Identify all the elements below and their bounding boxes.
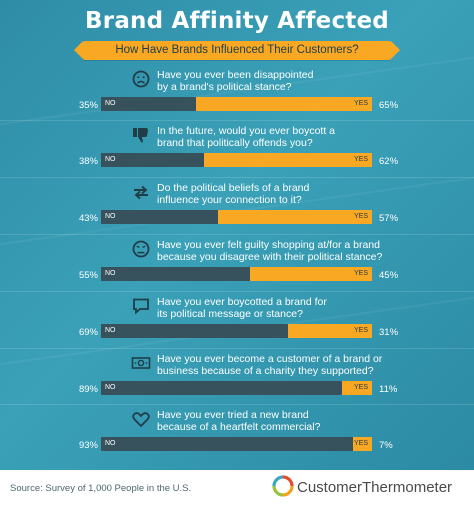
yes-bar: NO YES: [101, 324, 372, 338]
no-percent-label: 38%: [78, 156, 98, 167]
subtitle-banner: How Have Brands Influenced Their Custome…: [74, 41, 400, 60]
question-text: Have you ever become a customer of a bra…: [157, 353, 383, 377]
yes-label: YES: [353, 440, 368, 447]
yes-label: YES: [353, 100, 368, 107]
no-percent-label: 69%: [78, 327, 98, 338]
yes-label: YES: [353, 327, 368, 334]
question-row: In the future, would you ever boycott a …: [0, 120, 474, 179]
row-divider: [0, 234, 474, 235]
question-row: Do the political beliefs of a brand infl…: [0, 177, 474, 236]
question-text: Do the political beliefs of a brand infl…: [157, 182, 310, 206]
yes-label: YES: [353, 213, 368, 220]
question-row: Have you ever felt guilty shopping at/fo…: [0, 234, 474, 293]
question-text: Have you ever boycotted a brand for its …: [157, 296, 327, 320]
row-divider: [0, 177, 474, 178]
no-label: NO: [105, 270, 116, 277]
no-label: NO: [105, 384, 116, 391]
yes-label: YES: [353, 270, 368, 277]
yes-bar: NO YES: [101, 267, 372, 281]
chart-title: Brand Affinity Affected: [85, 8, 389, 34]
exchange-arrows-icon: [134, 185, 148, 200]
no-label: NO: [105, 440, 116, 447]
question-text: Have you ever been disappointed by a bra…: [157, 69, 314, 93]
no-percent-label: 55%: [78, 270, 98, 281]
yes-label: YES: [353, 384, 368, 391]
yes-bar: NO YES: [101, 153, 372, 167]
no-percent-label: 43%: [78, 213, 98, 224]
question-row: Have you ever been disappointed by a bra…: [0, 67, 474, 123]
no-bar: [101, 97, 196, 111]
yes-percent-label: 11%: [379, 384, 398, 395]
no-bar: [101, 267, 250, 281]
no-bar: [101, 437, 353, 451]
no-percent-label: 93%: [78, 440, 98, 451]
row-divider: [0, 404, 474, 405]
yes-percent-label: 62%: [379, 156, 399, 167]
thermometer-logo-icon: [272, 475, 294, 497]
chart-panel: Brand Affinity Affected How Have Brands …: [0, 0, 474, 470]
heart-icon: [132, 412, 150, 428]
question-row: Have you ever tried a new brand because …: [0, 404, 474, 463]
yes-percent-label: 65%: [379, 100, 399, 111]
row-divider: [0, 348, 474, 349]
yes-percent-label: 45%: [379, 270, 399, 281]
no-label: NO: [105, 156, 116, 163]
yes-percent-label: 57%: [379, 213, 399, 224]
source-note: Source: Survey of 1,000 People in the U.…: [10, 483, 192, 494]
question-row: Have you ever become a customer of a bra…: [0, 348, 474, 407]
question-row: Have you ever boycotted a brand for its …: [0, 291, 474, 350]
thumbs-down-icon: [133, 128, 148, 143]
yes-percent-label: 31%: [379, 327, 399, 338]
speech-bubble-icon: [133, 298, 149, 315]
no-bar: [101, 324, 288, 338]
yes-label: YES: [353, 156, 368, 163]
chart-subtitle: How Have Brands Influenced Their Custome…: [115, 44, 359, 56]
question-text: Have you ever tried a new brand because …: [157, 409, 321, 433]
no-label: NO: [105, 100, 116, 107]
yes-percent-label: 7%: [379, 440, 393, 451]
no-bar: [101, 210, 218, 224]
no-label: NO: [105, 213, 116, 220]
logo-wordmark: CustomerThermometer: [297, 479, 453, 496]
sad-face-icon: [132, 70, 150, 88]
question-text: In the future, would you ever boycott a …: [157, 125, 336, 149]
row-divider: [0, 120, 474, 121]
yes-bar: NO YES: [101, 381, 372, 395]
banner-tail-right: [391, 41, 400, 59]
yes-bar: NO YES: [101, 437, 372, 451]
no-bar: [101, 153, 204, 167]
brand-logo: CustomerThermometer: [272, 475, 470, 499]
money-icon: [131, 357, 151, 369]
no-label: NO: [105, 327, 116, 334]
question-text: Have you ever felt guilty shopping at/fo…: [157, 239, 383, 263]
no-bar: [101, 381, 342, 395]
no-percent-label: 89%: [78, 384, 98, 395]
no-percent-label: 35%: [78, 100, 98, 111]
row-divider: [0, 291, 474, 292]
yes-bar: NO YES: [101, 97, 372, 111]
yes-bar: NO YES: [101, 210, 372, 224]
guilty-face-icon: [132, 240, 150, 258]
banner-tail-left: [74, 41, 83, 59]
